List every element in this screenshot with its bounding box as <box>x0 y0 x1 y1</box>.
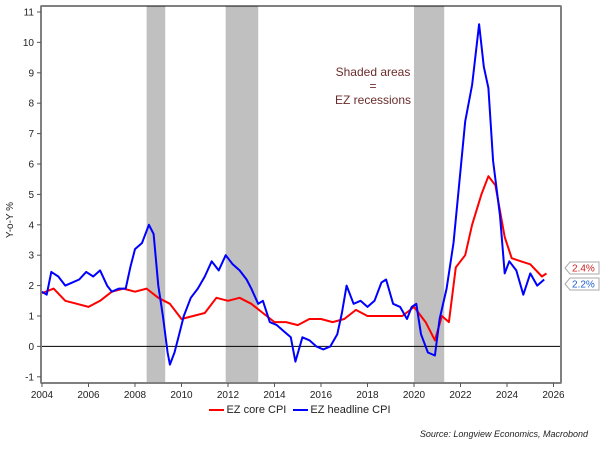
y-tick-label: -1 <box>25 372 34 383</box>
y-tick-label: 0 <box>28 342 34 353</box>
y-tick-label: 7 <box>28 129 34 140</box>
x-tick-label: 2020 <box>403 390 426 401</box>
y-tick-label: 6 <box>28 160 34 171</box>
end-value-labels: 2.4% 2.2% <box>564 261 600 291</box>
end-label-headline: 2.2% <box>564 277 600 291</box>
legend-label-core: EZ core CPI <box>226 404 287 416</box>
x-tick-label: 2016 <box>310 390 333 401</box>
annotation-line-2: = <box>369 79 376 93</box>
y-tick-label: 2 <box>28 281 34 292</box>
y-tick-label: 3 <box>28 251 34 262</box>
y-axis-label: Y-o-Y % <box>5 202 16 238</box>
legend: EZ core CPI EZ headline CPI <box>0 404 600 416</box>
y-tick-label: 9 <box>28 68 34 79</box>
recession-band-1 <box>146 6 166 383</box>
x-tick-label: 2006 <box>77 390 100 401</box>
y-tick-label: 4 <box>28 220 34 231</box>
y-tick-label: 10 <box>23 38 35 49</box>
x-tick-label: 2014 <box>263 390 286 401</box>
end-label-box <box>564 277 600 291</box>
y-tick-label: 11 <box>24 8 35 19</box>
x-tick-label: 2022 <box>449 390 472 401</box>
legend-label-headline: EZ headline CPI <box>310 404 391 416</box>
x-tick-label: 2004 <box>31 390 54 401</box>
y-tick-label: 1 <box>28 312 34 323</box>
series-layer <box>41 23 548 366</box>
source-note: Source: Longview Economics, Macrobond <box>419 429 588 439</box>
end-label-core: 2.4% <box>564 261 600 275</box>
legend-item-core: EZ core CPI <box>209 404 286 416</box>
series-core-cpi-line <box>41 175 548 342</box>
recession-bands <box>146 6 445 383</box>
end-label-text: 2.2% <box>572 280 595 291</box>
y-axis: -1 0 1 2 3 4 5 6 7 8 9 10 11 <box>23 6 42 383</box>
y-tick-label: 8 <box>28 99 34 110</box>
x-tick-label: 2008 <box>124 390 147 401</box>
legend-swatch-headline <box>293 409 309 412</box>
legend-swatch-core <box>209 409 225 412</box>
y-tick-label: 5 <box>28 190 34 201</box>
x-axis: 2004 2006 2008 2010 2012 2014 2016 2018 2020 2022… <box>31 6 565 401</box>
legend-item-headline: EZ headline CPI <box>293 404 391 416</box>
x-tick-label: 2012 <box>217 390 240 401</box>
recession-band-2 <box>225 6 259 383</box>
end-label-box <box>564 261 600 275</box>
x-tick-label: 2010 <box>170 390 193 401</box>
annotation-line-3: EZ recessions <box>335 93 411 107</box>
x-tick-label: 2018 <box>356 390 379 401</box>
annotation-line-1: Shaded areas <box>336 65 411 79</box>
series-headline-cpi-line <box>41 23 545 366</box>
end-label-text: 2.4% <box>572 264 595 275</box>
x-tick-label: 2024 <box>496 390 519 401</box>
x-tick-label: 2026 <box>542 390 565 401</box>
